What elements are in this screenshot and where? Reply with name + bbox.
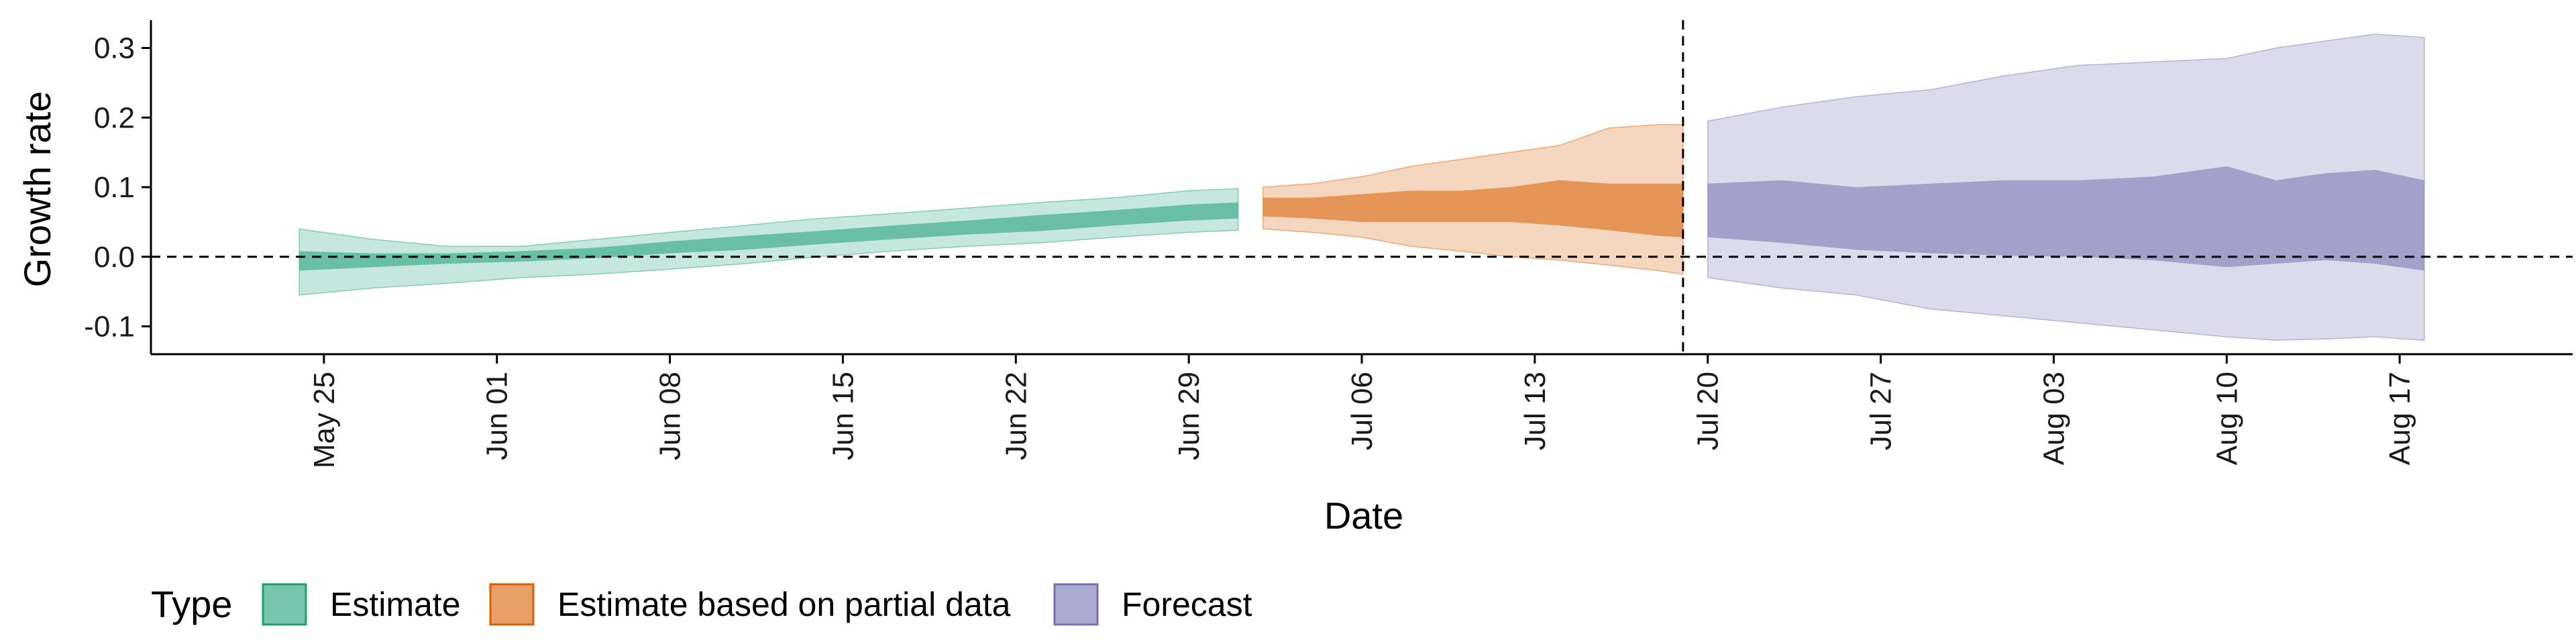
legend-entry: Estimate: [262, 583, 461, 626]
legend-title: Type: [151, 583, 232, 625]
y-tick-label: 0.0: [94, 241, 135, 274]
x-tick-label: Jul 06: [1346, 372, 1379, 450]
x-tick-label: May 25: [308, 372, 341, 468]
plot-area: [299, 34, 2425, 341]
x-tick-label: Jun 22: [1000, 372, 1032, 460]
legend: Type Estimate Estimate based on partial d…: [151, 583, 1252, 626]
forecast-inner-ribbon: [1707, 166, 2424, 271]
x-axis-title: Date: [1324, 494, 1403, 537]
x-tick-label: Aug 10: [2210, 372, 2243, 465]
legend-label: Forecast: [1122, 586, 1252, 623]
x-tick-label: Aug 03: [2037, 372, 2070, 465]
x-tick-label: Jun 15: [826, 372, 859, 460]
legend-key: [1053, 583, 1099, 626]
legend-label: Estimate based on partial data: [557, 586, 1011, 623]
y-tick-label: -0.1: [84, 311, 135, 343]
y-tick-label: 0.3: [94, 32, 135, 65]
x-tick-label: Jun 01: [481, 372, 514, 460]
y-tick-label: 0.2: [94, 101, 135, 134]
legend-key: [489, 583, 535, 626]
legend-label: Estimate: [330, 586, 461, 623]
y-tick-label: 0.1: [94, 171, 135, 204]
estimate-inner-ribbon: [299, 202, 1238, 271]
x-tick-label: Jul 13: [1519, 372, 1552, 450]
x-axis-ticks: May 25 Jun 01 Jun 08 Jun 15 Jun 22 Jun 29 Jul …: [308, 354, 2416, 468]
x-tick-label: Jul 27: [1865, 372, 1898, 450]
estimate-based-on-partial-data-inner-ribbon: [1263, 180, 1683, 237]
x-tick-label: Jun 08: [654, 372, 687, 460]
legend-key: [262, 583, 307, 626]
legend-entry: Forecast: [1053, 583, 1252, 626]
x-tick-label: Aug 17: [2383, 372, 2416, 465]
x-tick-label: Jul 20: [1692, 372, 1725, 450]
y-axis-ticks: -0.1 0.0 0.1 0.2 0.3: [84, 32, 151, 343]
reference-lines: [151, 20, 2573, 354]
x-tick-label: Jun 29: [1173, 372, 1205, 460]
y-axis-title: Growth rate: [16, 91, 58, 288]
legend-entry: Estimate based on partial data: [489, 583, 1011, 626]
